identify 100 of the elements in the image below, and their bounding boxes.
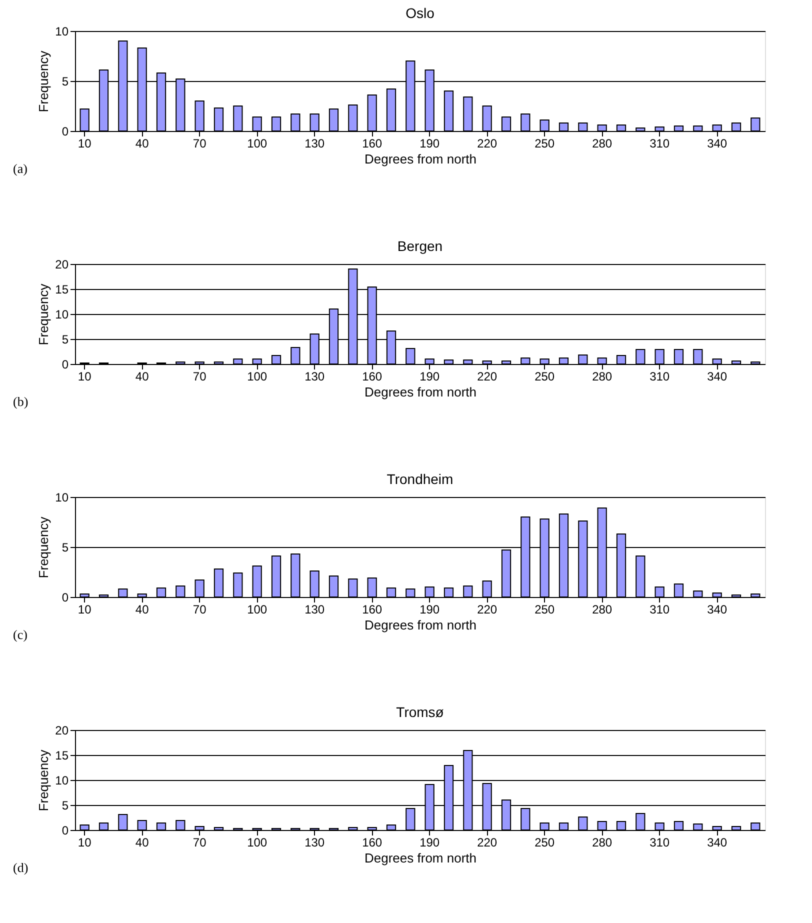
bar <box>406 588 416 598</box>
bar <box>328 576 339 598</box>
bar <box>406 348 416 364</box>
bar <box>578 122 588 132</box>
bar <box>348 578 358 598</box>
x-tick-label: 70 <box>192 370 207 384</box>
bar <box>444 90 454 132</box>
x-tick-label: 10 <box>78 370 92 384</box>
x-tick-label: 220 <box>477 836 498 850</box>
x-tick-label: 160 <box>362 136 382 150</box>
bar <box>731 594 742 598</box>
x-tick-label: 40 <box>135 836 150 850</box>
x-tick-label: 340 <box>707 370 728 384</box>
bar <box>328 108 339 132</box>
text: (c) <box>13 627 28 642</box>
x-tick-label: 280 <box>592 370 612 384</box>
bar <box>636 128 646 132</box>
x-axis-title: Degrees from north <box>364 850 476 866</box>
bar <box>674 821 684 830</box>
bar <box>98 594 109 598</box>
bar <box>176 362 186 364</box>
x-tick-label: 40 <box>135 602 150 616</box>
x-tick-label: 40 <box>135 136 150 150</box>
bar <box>444 360 454 364</box>
x-tick-label: 280 <box>592 136 612 150</box>
bar <box>636 349 646 364</box>
bar <box>674 126 684 132</box>
bar <box>386 588 396 598</box>
bar <box>674 349 684 364</box>
y-tick-label: 10 <box>55 490 69 504</box>
y-tick-label: 10 <box>55 24 69 38</box>
x-tick-label: 130 <box>304 602 325 616</box>
bar <box>674 584 684 598</box>
bar <box>386 88 396 132</box>
bar <box>118 814 128 830</box>
bar <box>271 116 282 132</box>
x-tick-label: 100 <box>247 136 268 150</box>
x-tick-label: 250 <box>534 136 555 150</box>
y-tick-label: 0 <box>62 824 69 838</box>
chart-title: Bergen <box>397 238 443 254</box>
bar <box>463 360 473 364</box>
bar <box>750 362 760 364</box>
bar <box>578 354 588 364</box>
bar <box>463 586 473 598</box>
x-tick-label: 160 <box>362 602 382 616</box>
bar <box>750 594 760 598</box>
x-tick-label: 250 <box>534 370 555 384</box>
bar <box>731 122 742 132</box>
bar <box>693 590 703 598</box>
x-tick-label: 190 <box>420 370 440 384</box>
y-tick-label: 0 <box>62 590 69 604</box>
x-tick-label: 100 <box>247 602 268 616</box>
x-tick-label: 100 <box>247 370 268 384</box>
x-tick-label: 40 <box>135 370 150 384</box>
x-tick-label: 220 <box>477 370 498 384</box>
y-axis-title: Frequency <box>36 283 52 346</box>
bar <box>348 827 358 830</box>
x-tick-label: 220 <box>477 136 498 150</box>
x-tick-label: 70 <box>192 602 207 616</box>
text: (b) <box>13 394 28 409</box>
x-tick-label: 250 <box>534 602 555 616</box>
y-tick-label: 20 <box>55 724 69 738</box>
bar <box>118 588 128 598</box>
y-tick-label: 15 <box>55 282 69 296</box>
x-tick-label: 250 <box>534 836 555 850</box>
bar <box>406 808 416 830</box>
y-tick-label: 5 <box>62 798 69 812</box>
bar <box>176 586 186 598</box>
bar <box>558 358 569 364</box>
x-tick-label: 190 <box>420 136 440 150</box>
x-tick-label: 10 <box>78 836 92 850</box>
bar <box>271 355 282 364</box>
bar <box>693 349 703 364</box>
x-tick-label: 100 <box>247 836 268 850</box>
x-tick-label: 190 <box>420 836 440 850</box>
x-tick-label: 70 <box>192 136 207 150</box>
x-tick-label: 70 <box>192 836 207 850</box>
bar <box>348 104 358 132</box>
x-tick-label: 340 <box>707 136 728 150</box>
x-axis-title: Degrees from north <box>364 152 476 166</box>
bar <box>98 822 109 830</box>
bar <box>616 355 626 364</box>
x-tick-label: 130 <box>304 836 325 850</box>
bar <box>693 824 703 830</box>
x-tick-label: 310 <box>650 836 670 850</box>
bar <box>290 114 300 132</box>
y-tick-label: 0 <box>62 124 69 138</box>
bar <box>558 122 569 132</box>
text: (d) <box>13 860 28 875</box>
bar <box>386 824 396 830</box>
bar <box>156 822 166 830</box>
bar <box>233 106 243 132</box>
bar <box>214 827 224 830</box>
x-tick-label: 340 <box>707 836 728 850</box>
x-tick-label: 220 <box>477 602 498 616</box>
y-axis-title: Frequency <box>36 516 52 578</box>
x-tick-label: 310 <box>650 602 670 616</box>
y-axis-title: Frequency <box>36 749 52 812</box>
bar <box>578 816 588 830</box>
y-tick-label: 0 <box>62 358 69 372</box>
